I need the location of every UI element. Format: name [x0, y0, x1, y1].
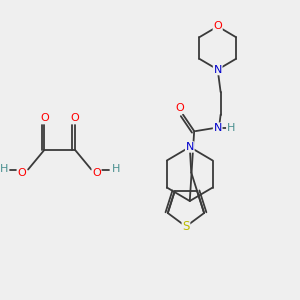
- Text: N: N: [214, 64, 222, 75]
- Text: O: O: [92, 167, 101, 178]
- Text: N: N: [214, 123, 222, 133]
- Text: N: N: [186, 142, 194, 152]
- Text: O: O: [40, 113, 49, 123]
- Text: S: S: [182, 220, 190, 233]
- Text: O: O: [176, 103, 184, 113]
- Text: O: O: [17, 167, 26, 178]
- Text: H: H: [112, 164, 120, 175]
- Text: H: H: [227, 123, 235, 133]
- Text: O: O: [213, 21, 222, 32]
- Text: O: O: [71, 113, 80, 123]
- Text: H: H: [0, 164, 8, 175]
